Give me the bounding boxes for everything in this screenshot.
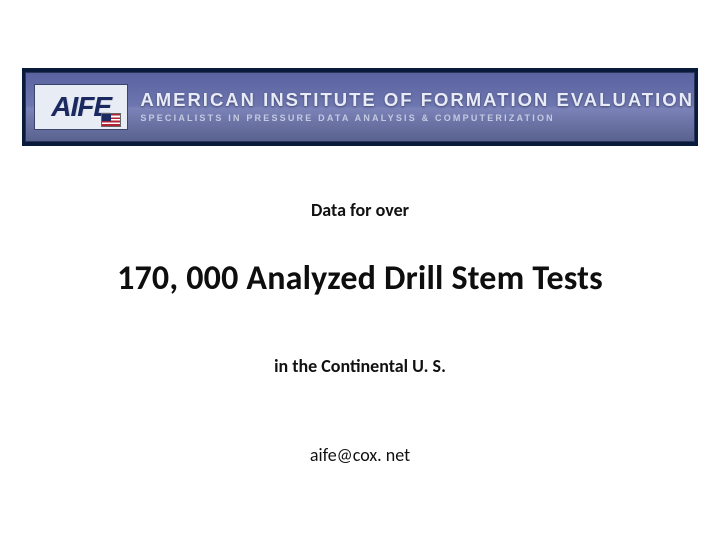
flag-icon	[101, 113, 121, 127]
banner-title: AMERICAN INSTITUTE OF FORMATION EVALUATI…	[140, 90, 694, 110]
intro-line: Data for over	[0, 199, 720, 221]
headline: 170, 000 Analyzed Drill Stem Tests	[0, 258, 720, 299]
slide: AIFE AMERICAN INSTITUTE OF FORMATION EVA…	[0, 0, 720, 540]
region-line: in the Continental U. S.	[0, 355, 720, 377]
contact-email: aife@cox. net	[0, 444, 720, 466]
banner-outer-frame: AIFE AMERICAN INSTITUTE OF FORMATION EVA…	[22, 68, 698, 146]
banner-text-block: AMERICAN INSTITUTE OF FORMATION EVALUATI…	[140, 90, 694, 124]
banner: AIFE AMERICAN INSTITUTE OF FORMATION EVA…	[22, 68, 698, 146]
logo-box: AIFE	[34, 84, 128, 130]
banner-inner: AIFE AMERICAN INSTITUTE OF FORMATION EVA…	[25, 72, 695, 142]
banner-subtitle: SPECIALISTS IN PRESSURE DATA ANALYSIS & …	[140, 114, 694, 124]
